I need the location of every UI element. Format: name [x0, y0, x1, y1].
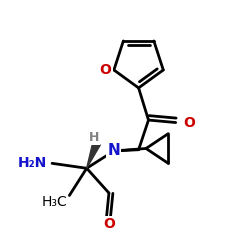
Text: H₃C: H₃C [41, 195, 67, 209]
Text: O: O [183, 116, 195, 130]
Polygon shape [87, 142, 100, 168]
Text: H₂N: H₂N [18, 156, 47, 170]
Text: O: O [100, 63, 112, 77]
Text: N: N [108, 144, 120, 158]
Text: O: O [103, 217, 115, 231]
Text: H: H [89, 131, 99, 144]
